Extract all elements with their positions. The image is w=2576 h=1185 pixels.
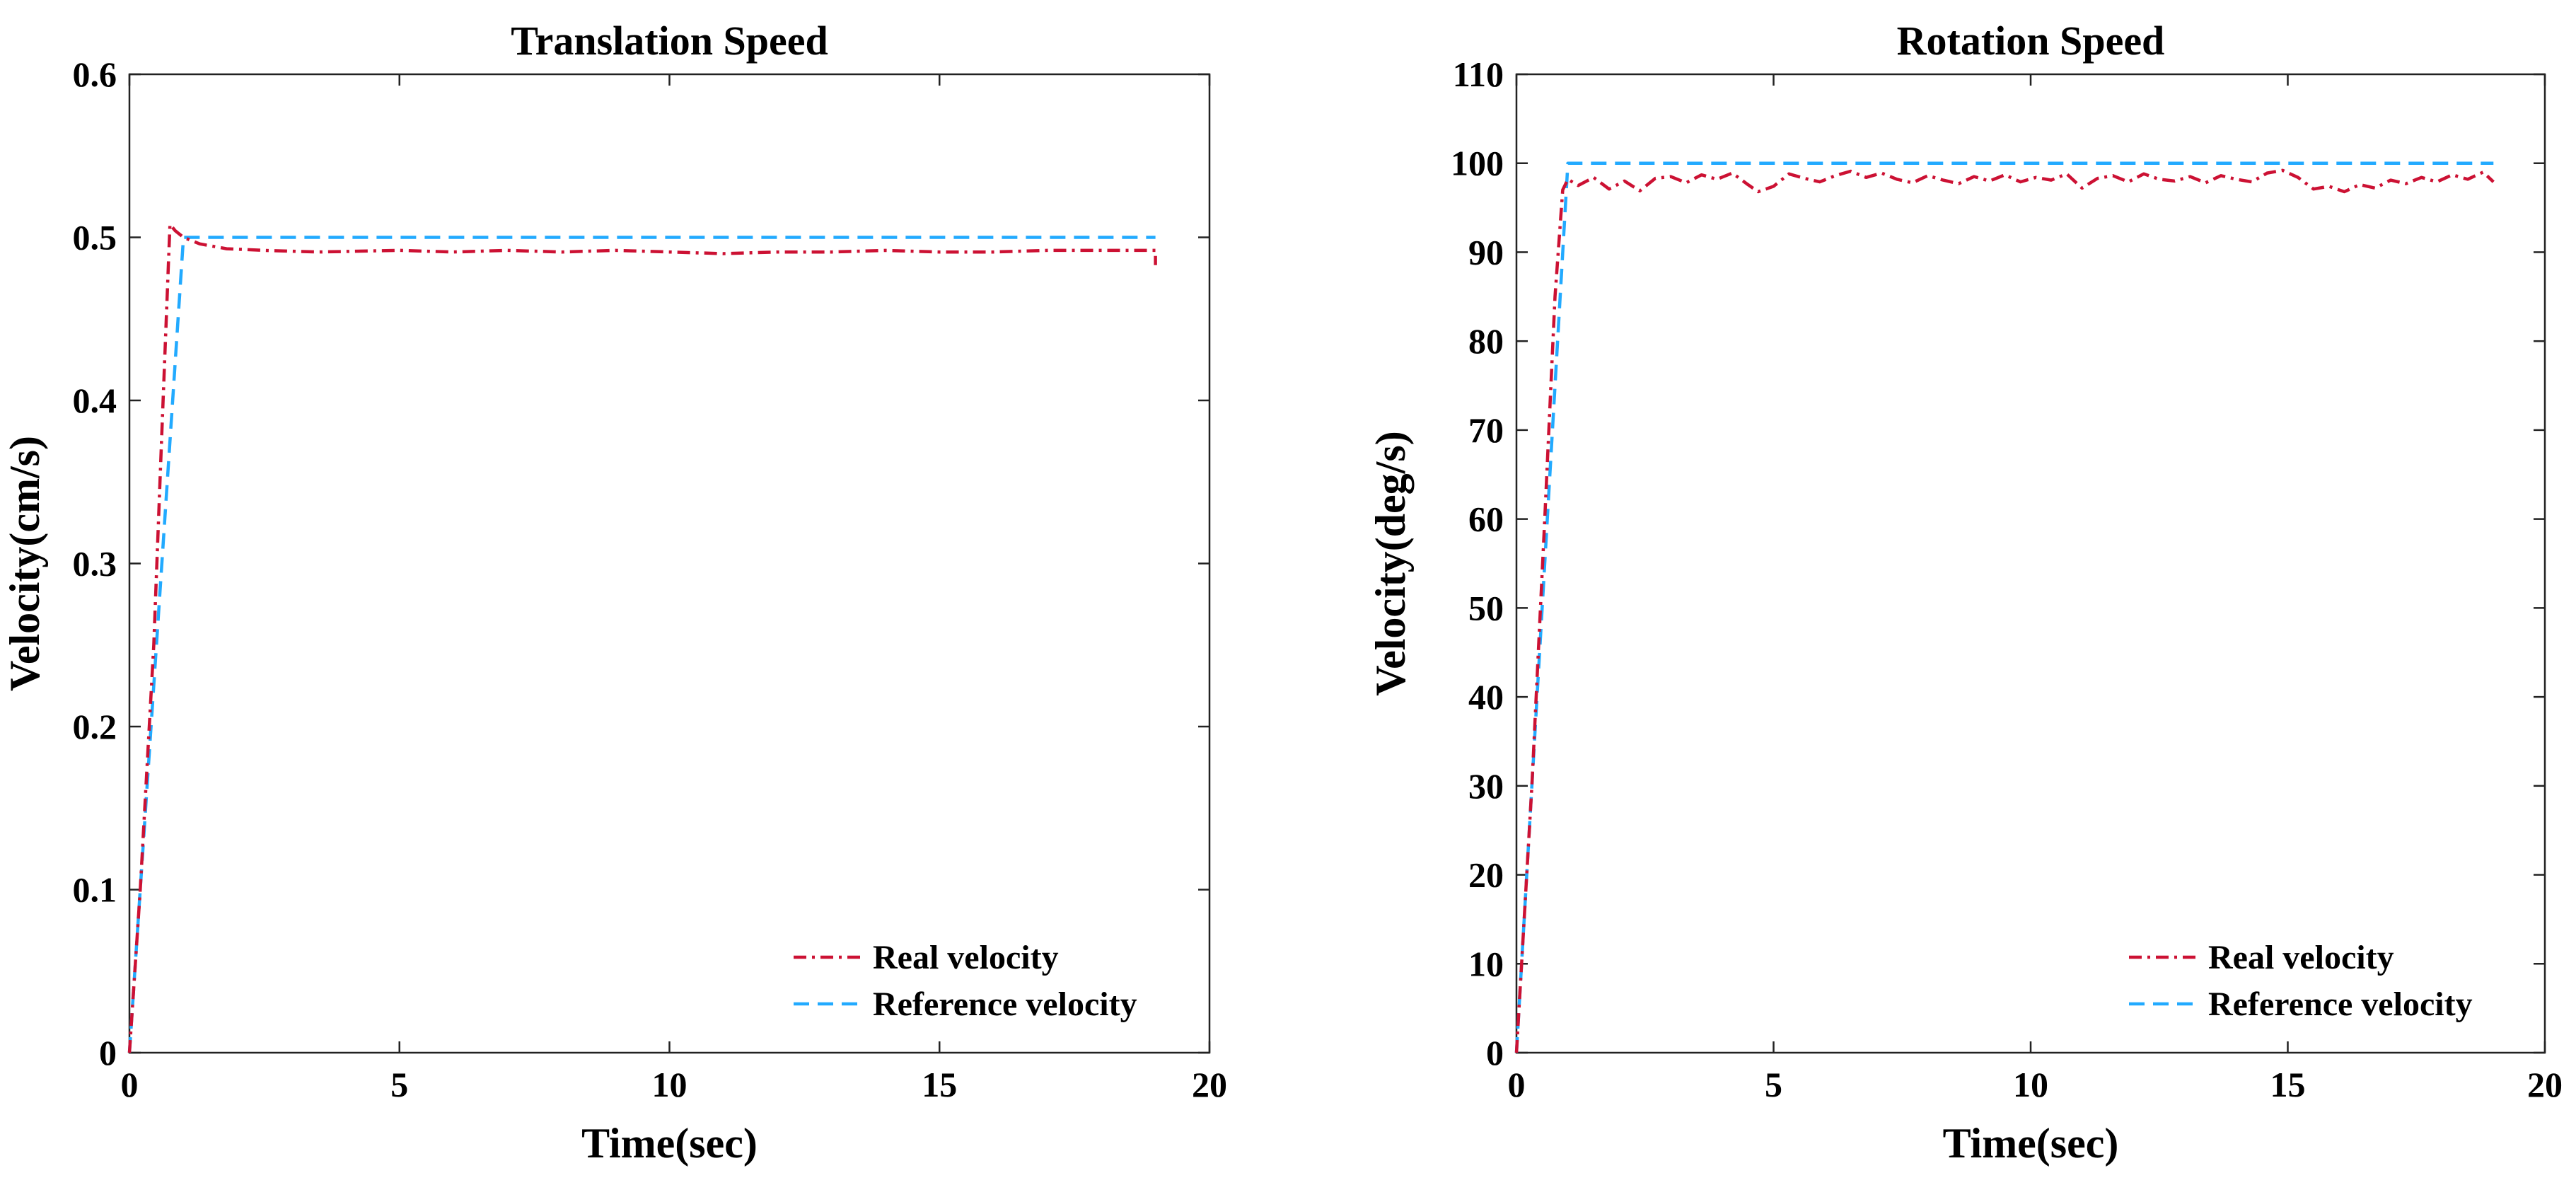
y-tick-label: 60 — [1468, 499, 1504, 539]
legend-label: Reference velocity — [2208, 985, 2473, 1023]
y-tick-label: 40 — [1468, 677, 1504, 717]
x-tick-label: 10 — [2013, 1065, 2048, 1104]
chart-title: Rotation Speed — [1897, 18, 2165, 64]
y-tick-label: 0 — [1486, 1033, 1504, 1073]
x-tick-label: 20 — [1192, 1065, 1227, 1104]
y-tick-label: 0.1 — [73, 870, 117, 910]
y-tick-label: 50 — [1468, 588, 1504, 628]
y-tick-label: 0.6 — [73, 54, 117, 94]
chart-title: Translation Speed — [511, 18, 828, 64]
y-tick-label: 100 — [1451, 144, 1504, 183]
plot-frame — [1515, 73, 2546, 1054]
legend-label: Reference velocity — [873, 985, 1137, 1023]
translation-speed-chart: 0 5 10 15 20 0 0.1 0.2 0.3 0.4 0.5 0.6 Translation S… — [1, 18, 1227, 1167]
y-axis-label: Velocity(deg/s) — [1367, 431, 1414, 695]
rotation-speed-chart: 0 5 10 15 20 0 10 20 30 40 50 60 70 80 90 100 110 Rotatio… — [1367, 18, 2563, 1167]
x-tick-label: 5 — [1765, 1065, 1782, 1104]
legend-label: Real velocity — [2208, 939, 2394, 976]
y-tick-label: 20 — [1468, 855, 1504, 895]
series-line-reference-velocity — [127, 236, 1156, 1053]
plot-frame — [128, 73, 1211, 1054]
x-tick-label: 15 — [2270, 1065, 2306, 1104]
y-tick-label: 0 — [99, 1033, 117, 1073]
y-tick-label: 30 — [1468, 766, 1504, 806]
series-line-real-velocity — [127, 222, 1157, 1053]
x-axis-label: Time(sec) — [581, 1120, 758, 1167]
y-tick-label: 80 — [1468, 321, 1504, 361]
x-axis-label: Time(sec) — [1943, 1120, 2119, 1167]
y-tick-label: 70 — [1468, 410, 1504, 450]
y-tick-label: 0.5 — [73, 218, 117, 258]
x-tick-label: 10 — [652, 1065, 687, 1104]
series-line-real-velocity — [1514, 168, 2495, 1053]
series-line-reference-velocity — [1514, 161, 2494, 1053]
x-tick-label: 15 — [922, 1065, 957, 1104]
y-tick-label: 0.3 — [73, 544, 117, 584]
y-tick-label: 90 — [1468, 232, 1504, 272]
x-tick-label: 5 — [390, 1065, 408, 1104]
x-tick-label: 20 — [2527, 1065, 2563, 1104]
legend-label: Real velocity — [873, 939, 1059, 976]
x-tick-label: 0 — [1508, 1065, 1526, 1104]
y-tick-label: 0.4 — [73, 381, 117, 420]
y-tick-label: 110 — [1453, 54, 1504, 94]
y-tick-label: 0.2 — [73, 707, 117, 746]
x-tick-label: 0 — [121, 1065, 139, 1104]
y-tick-label: 10 — [1468, 944, 1504, 983]
y-axis-label: Velocity(cm/s) — [1, 436, 48, 691]
